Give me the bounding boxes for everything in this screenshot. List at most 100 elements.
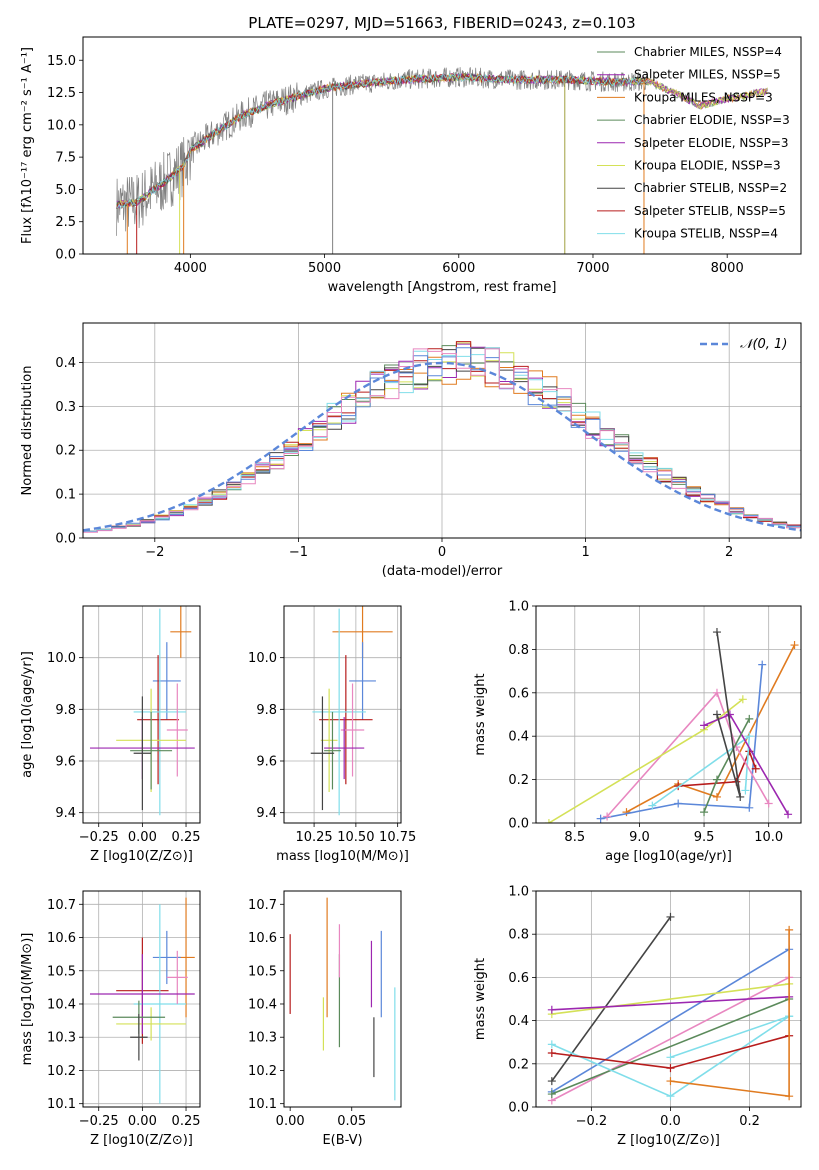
y-tick-label: 9.8 xyxy=(55,703,76,718)
x-tick-label: 9.5 xyxy=(694,830,715,845)
y-tick-label: 2.5 xyxy=(55,215,76,230)
series-marker xyxy=(547,1040,556,1049)
series-marker xyxy=(674,799,683,808)
series-marker xyxy=(603,812,612,821)
legend-label: Kroupa MILES, NSSP=3 xyxy=(634,90,773,104)
y-tick-label: 10.0 xyxy=(47,118,76,133)
spectrum-lines xyxy=(116,67,768,254)
y-tick-label: 10.3 xyxy=(248,1031,277,1046)
x-tick-label: 2 xyxy=(725,545,733,560)
histogram-series xyxy=(83,347,801,533)
y-tick-label: 12.5 xyxy=(47,86,76,101)
series-marker xyxy=(666,1077,675,1086)
series-marker xyxy=(725,710,734,719)
histogram-axes: −2 −1 0 1 2 0.0 0.1 0.2 0.3 0.4 xyxy=(55,323,801,560)
age-vs-mass-axes: 10.25 10.50 10.75 9.4 9.6 9.8 10.0 xyxy=(248,606,416,845)
x-tick-label: 10.75 xyxy=(379,830,416,845)
series-marker xyxy=(712,775,721,784)
spectrum-frame xyxy=(82,36,802,255)
mass-vs-EBV-frame xyxy=(283,890,402,1108)
x-tick-label: −0.2 xyxy=(576,1114,608,1129)
x-tick-label: 0.0 xyxy=(660,1114,681,1129)
legend-label: Kroupa ELODIE, NSSP=3 xyxy=(634,159,781,173)
y-tick-label: 0.8 xyxy=(508,928,529,943)
y-tick-label: 10.2 xyxy=(248,1064,277,1079)
y-tick-label: 1.0 xyxy=(508,600,529,615)
age-vs-mass-xlabel: mass [log10(M/M⊙)] xyxy=(276,849,409,864)
y-tick-label: 0.2 xyxy=(508,1057,529,1072)
weight-vs-Z-ylabel: mass weight xyxy=(473,958,488,1040)
legend-label: Chabrier MILES, NSSP=4 xyxy=(634,45,782,59)
series-marker xyxy=(547,1090,556,1099)
y-tick-label: 9.4 xyxy=(256,806,277,821)
y-tick-label: 9.6 xyxy=(256,755,277,770)
mass-vs-EBV-xlabel: E(B-V) xyxy=(322,1133,362,1148)
spectrum-axes: 4000 5000 6000 7000 8000 0.0 2.5 5.0 7.5 10.0 12.5… xyxy=(47,54,744,276)
series-marker xyxy=(712,792,721,801)
weight-vs-Z-frame xyxy=(535,890,802,1108)
series-marker xyxy=(784,810,793,819)
series-marker xyxy=(736,792,745,801)
histogram-frame xyxy=(82,322,802,539)
series-marker xyxy=(758,660,767,669)
x-tick-label: 10.50 xyxy=(337,830,374,845)
histogram-steps xyxy=(83,341,801,533)
mass-vs-Z-frame xyxy=(82,890,201,1108)
y-tick-label: 10.0 xyxy=(47,651,76,666)
y-tick-label: 1.0 xyxy=(508,885,529,900)
series-line xyxy=(626,644,796,813)
spectrum-xlabel: wavelength [Angstrom, rest frame] xyxy=(328,280,557,295)
series-marker xyxy=(547,1005,556,1014)
series-line xyxy=(551,998,790,1095)
x-tick-label: −2 xyxy=(145,545,164,560)
series-marker xyxy=(648,801,657,810)
series-marker xyxy=(785,1092,794,1101)
x-tick-label: 8.5 xyxy=(564,830,585,845)
series-line xyxy=(670,1015,790,1059)
x-tick-label: 0.25 xyxy=(172,830,201,845)
series-line xyxy=(551,976,790,1102)
age-vs-Z-axes: −0.25 0.00 0.25 9.4 9.6 9.8 10.0 xyxy=(47,606,201,845)
y-tick-label: 0.0 xyxy=(55,248,76,263)
mass-vs-Z-ylabel: mass [log10(M/M⊙)] xyxy=(20,933,35,1066)
series-marker xyxy=(712,628,721,637)
histogram-legend: 𝒩(0, 1) xyxy=(700,337,787,352)
series-marker xyxy=(738,695,747,704)
weight-vs-Z-xlabel: Z [log10(Z/Z⊙)] xyxy=(617,1133,720,1148)
y-tick-label: 0.2 xyxy=(508,773,529,788)
series-marker xyxy=(547,1049,556,1057)
series-line xyxy=(600,664,763,820)
x-tick-label: 4000 xyxy=(174,261,207,276)
series-line xyxy=(670,929,790,1098)
series-marker xyxy=(751,764,760,773)
x-tick-label: 0 xyxy=(438,545,446,560)
y-tick-label: 7.5 xyxy=(55,151,76,166)
spectrum-legend: Chabrier MILES, NSSP=4 Salpeter MILES, NS… xyxy=(597,45,790,241)
y-tick-label: 0.6 xyxy=(508,971,529,986)
y-tick-label: 0.3 xyxy=(55,400,76,415)
x-tick-label: 0.00 xyxy=(276,1114,305,1129)
x-tick-label: 6000 xyxy=(442,261,475,276)
normal-curve xyxy=(83,361,801,532)
y-tick-label: 10.6 xyxy=(47,931,76,946)
spectrum-title: PLATE=0297, MJD=51663, FIBERID=0243, z=0… xyxy=(248,14,635,32)
weight-vs-age-series xyxy=(544,628,799,823)
x-tick-label: 9.0 xyxy=(629,830,650,845)
series-marker xyxy=(596,814,605,823)
y-tick-label: 10.2 xyxy=(47,1064,76,1079)
x-tick-label: −1 xyxy=(289,545,308,560)
mass-vs-Z-points xyxy=(89,897,195,1104)
legend-label: Chabrier STELIB, NSSP=2 xyxy=(634,181,787,195)
x-tick-label: −0.25 xyxy=(79,1114,119,1129)
y-tick-label: 15.0 xyxy=(47,54,76,69)
y-tick-label: 10.5 xyxy=(47,964,76,979)
series-marker xyxy=(790,641,799,650)
legend-label: Chabrier ELODIE, NSSP=3 xyxy=(634,113,790,127)
y-tick-label: 0.4 xyxy=(55,356,76,371)
y-tick-label: 0.4 xyxy=(508,1014,529,1029)
x-tick-label: 0.05 xyxy=(337,1114,366,1129)
series-marker xyxy=(666,1053,675,1062)
age-vs-mass-frame xyxy=(283,605,402,824)
histogram-series xyxy=(83,348,801,533)
